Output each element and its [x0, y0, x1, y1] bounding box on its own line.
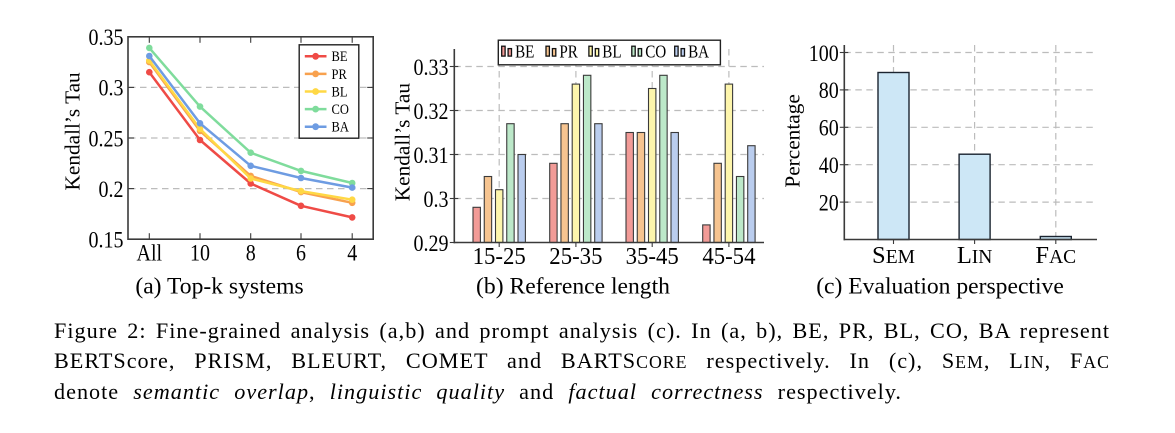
- svg-text:BE: BE: [515, 42, 534, 62]
- svg-text:FAC: FAC: [1035, 242, 1076, 269]
- svg-text:0.3: 0.3: [423, 187, 448, 213]
- svg-text:0.33: 0.33: [413, 55, 448, 81]
- svg-text:BL: BL: [602, 42, 621, 62]
- svg-text:0.35: 0.35: [88, 25, 123, 51]
- svg-text:15-25: 15-25: [473, 243, 526, 270]
- svg-text:SEM: SEM: [872, 242, 915, 269]
- svg-text:100: 100: [809, 41, 839, 67]
- svg-text:BL: BL: [331, 84, 347, 100]
- svg-text:0.29: 0.29: [413, 231, 448, 257]
- svg-text:40: 40: [819, 153, 839, 179]
- svg-text:PR: PR: [559, 42, 578, 62]
- svg-text:35-45: 35-45: [626, 243, 679, 270]
- svg-text:0.25: 0.25: [88, 126, 123, 152]
- svg-text:0.3: 0.3: [98, 75, 123, 101]
- svg-text:(b) Reference length: (b) Reference length: [476, 274, 670, 300]
- svg-text:(c) Evaluation perspective: (c) Evaluation perspective: [816, 274, 1064, 300]
- svg-text:BE: BE: [331, 48, 347, 64]
- svg-text:Kendall’s Tau: Kendall’s Tau: [60, 72, 84, 191]
- svg-text:Percentage: Percentage: [780, 94, 804, 187]
- svg-text:PR: PR: [331, 66, 346, 82]
- svg-text:LIN: LIN: [957, 242, 993, 269]
- svg-text:BA: BA: [688, 42, 709, 62]
- svg-text:BA: BA: [331, 119, 349, 135]
- svg-text:0.2: 0.2: [98, 177, 123, 203]
- svg-text:8: 8: [246, 240, 256, 266]
- svg-text:(a) Top-k systems: (a) Top-k systems: [135, 274, 303, 300]
- svg-text:Kendall’s Tau: Kendall’s Tau: [390, 83, 414, 202]
- svg-text:0.31: 0.31: [413, 143, 448, 169]
- svg-text:0.32: 0.32: [413, 99, 448, 125]
- svg-text:60: 60: [819, 115, 839, 141]
- svg-text:4: 4: [347, 240, 357, 266]
- svg-text:6: 6: [296, 240, 306, 266]
- svg-text:10: 10: [190, 240, 210, 266]
- svg-text:20: 20: [819, 190, 839, 216]
- svg-text:CO: CO: [331, 101, 349, 117]
- svg-text:All: All: [137, 240, 163, 266]
- svg-text:80: 80: [819, 78, 839, 104]
- svg-text:CO: CO: [645, 42, 666, 62]
- svg-text:0.15: 0.15: [88, 227, 123, 253]
- svg-text:45-54: 45-54: [702, 243, 755, 270]
- svg-text:25-35: 25-35: [549, 243, 602, 270]
